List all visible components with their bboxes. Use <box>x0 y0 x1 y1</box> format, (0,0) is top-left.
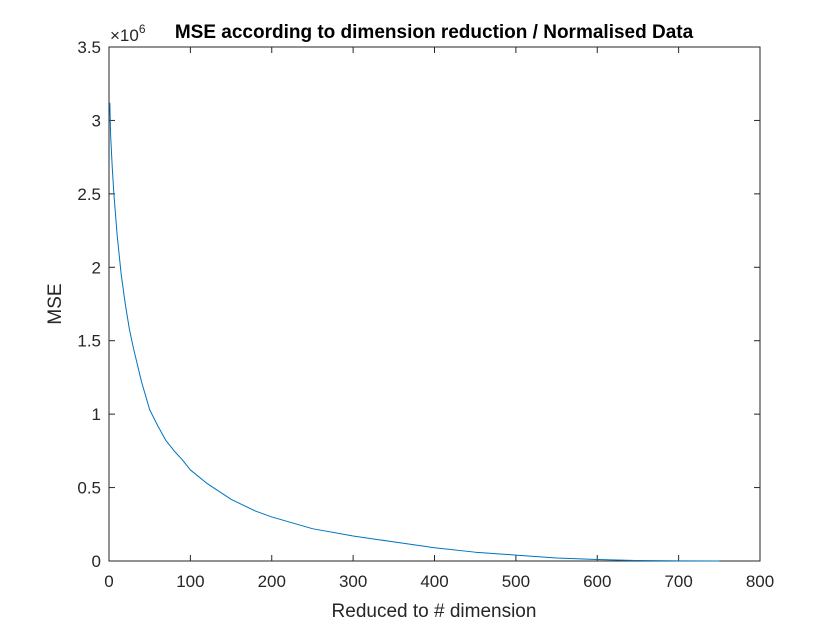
series-group <box>109 102 720 562</box>
x-tick-label: 400 <box>420 572 448 591</box>
y-axis-exponent-power: 6 <box>139 22 146 36</box>
tick-labels: 0 100 200 300 400 500 600 700 800 0 0.5 1 1.5 2 2.5 3 3.… <box>77 38 774 591</box>
y-axis-label: MSE <box>45 283 66 324</box>
x-tick-label: 100 <box>176 572 204 591</box>
x-tick-label: 0 <box>104 572 113 591</box>
x-tick-label: 700 <box>664 572 692 591</box>
x-tick-label: 500 <box>502 572 530 591</box>
x-axis-label: Reduced to # dimension <box>332 601 537 622</box>
x-tick-label: 200 <box>258 572 286 591</box>
x-tick-label: 600 <box>583 572 611 591</box>
series-line-mse <box>109 102 720 562</box>
y-tick-label: 1.5 <box>77 332 101 351</box>
y-tick-label: 0 <box>92 552 101 571</box>
y-axis-exponent: ×106 <box>110 22 146 45</box>
plot-area <box>109 47 760 561</box>
x-tick-label: 800 <box>746 572 774 591</box>
x-tick-label: 300 <box>339 572 367 591</box>
y-tick-label: 2.5 <box>77 185 101 204</box>
y-tick-label: 3 <box>92 111 101 130</box>
y-tick-label: 3.5 <box>77 38 101 57</box>
chart-title: MSE according to dimension reduction / N… <box>175 22 694 43</box>
y-tick-label: 1 <box>92 405 101 424</box>
ticks <box>108 46 761 562</box>
y-tick-label: 0.5 <box>77 479 101 498</box>
y-axis-exponent-base: ×10 <box>110 26 139 45</box>
y-tick-label: 2 <box>92 258 101 277</box>
